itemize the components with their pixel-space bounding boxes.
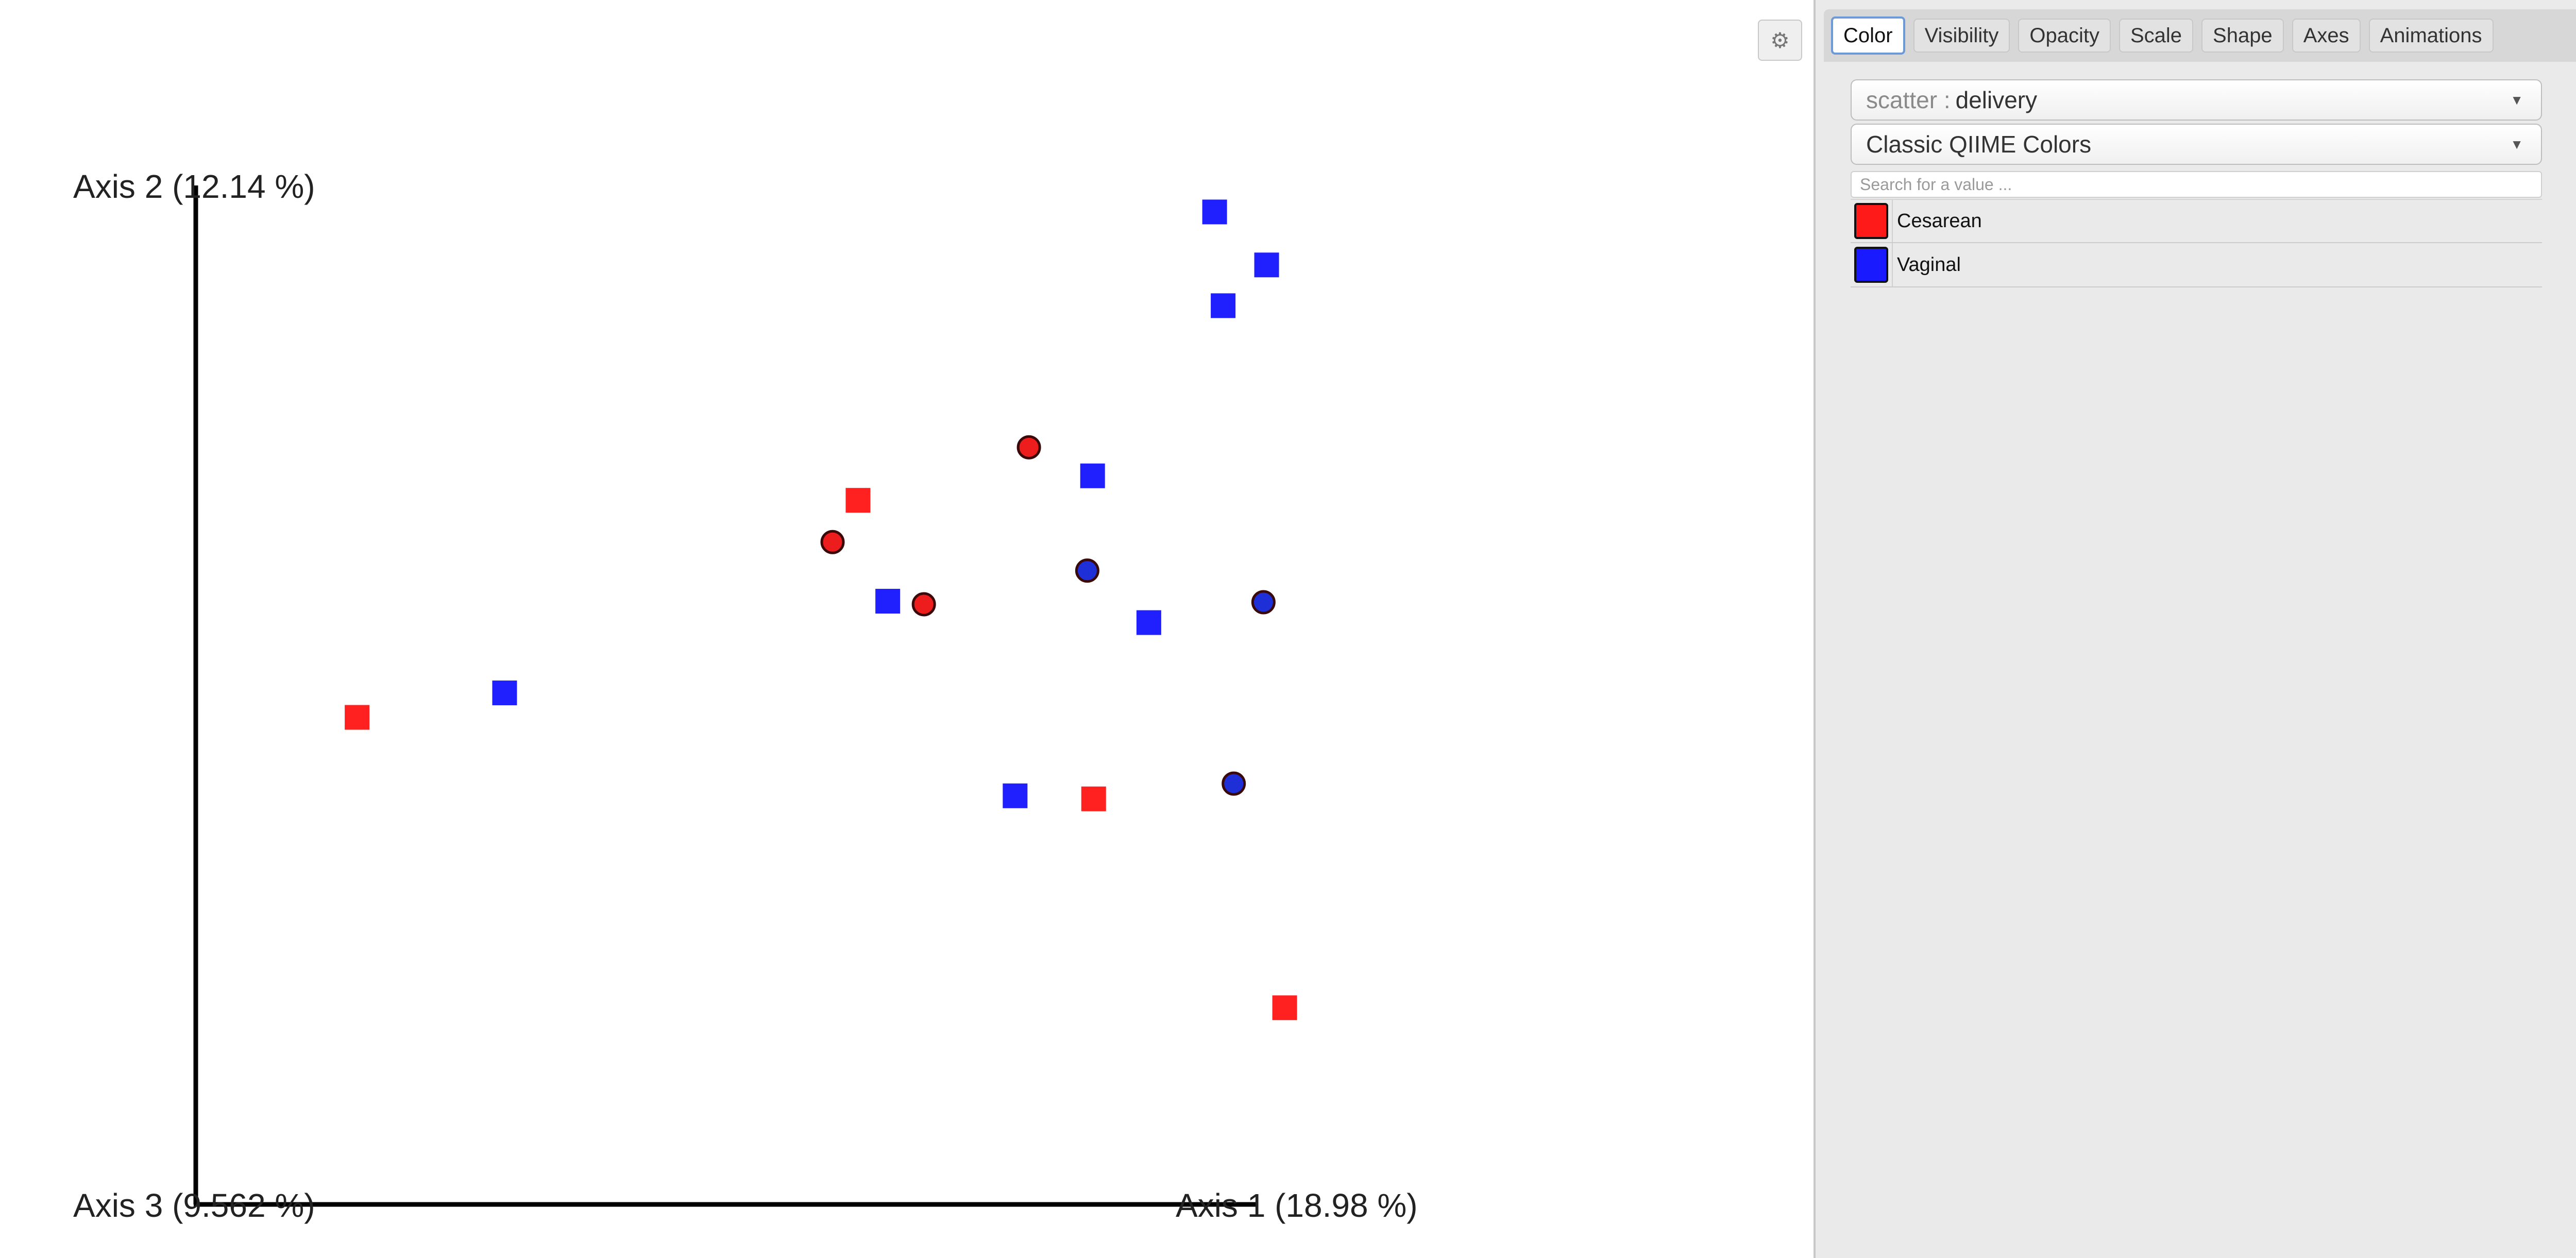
legend-label: Vaginal [1897, 253, 1961, 276]
tab-visibility[interactable]: Visibility [1913, 19, 2010, 53]
chevron-down-icon: ▼ [2510, 92, 2523, 108]
sample-point-2[interactable] [492, 681, 517, 706]
sample-point-7[interactable] [845, 488, 871, 513]
legend-label: Cesarean [1897, 210, 1982, 232]
tab-animations[interactable]: Animations [2368, 19, 2494, 53]
axis-3-label: Axis 3 (9.562 %) [73, 1187, 315, 1224]
chevron-down-icon: ▼ [2510, 136, 2523, 152]
sample-point-9[interactable] [1081, 786, 1106, 811]
axis-1-label: Axis 1 (18.98 %) [1176, 1187, 1418, 1224]
points-layer [345, 199, 1297, 1021]
tab-bar: Color Visibility Opacity Scale Shape Axe… [1824, 9, 2576, 62]
axis-2-label: Axis 2 (12.14 %) [73, 168, 315, 205]
sample-point-17[interactable] [1251, 590, 1276, 615]
category-select[interactable]: scatter : delivery ▼ [1851, 79, 2542, 121]
sample-point-6[interactable] [875, 589, 901, 614]
search-input[interactable] [1851, 171, 2542, 198]
colormap-select[interactable]: Classic QIIME Colors ▼ [1851, 124, 2542, 165]
category-value: delivery [1955, 87, 2038, 113]
sample-point-10[interactable] [1003, 783, 1028, 808]
tab-axes[interactable]: Axes [2292, 19, 2361, 53]
sample-point-4[interactable] [1254, 252, 1279, 278]
category-prefix: scatter : [1866, 87, 1951, 113]
sample-point-12[interactable] [1272, 995, 1297, 1021]
sample-point-8[interactable] [1080, 463, 1105, 488]
tab-shape[interactable]: Shape [2201, 19, 2284, 53]
color-swatch-cesarean[interactable] [1854, 203, 1888, 239]
side-panel: Color Visibility Opacity Scale Shape Axe… [1814, 0, 2576, 1258]
scatter-plot-area[interactable]: Axis 2 (12.14 %) Axis 3 (9.562 %) Axis 1… [0, 0, 1814, 1258]
scatter-plot[interactable]: Axis 2 (12.14 %) Axis 3 (9.562 %) Axis 1… [0, 0, 1814, 1258]
sample-point-18[interactable] [1222, 771, 1246, 796]
sample-point-11[interactable] [1136, 610, 1161, 635]
sample-point-3[interactable] [1202, 199, 1227, 225]
tab-scale[interactable]: Scale [2119, 19, 2194, 53]
color-swatch-vaginal[interactable] [1854, 247, 1888, 283]
swatch-cell [1851, 200, 1893, 242]
tab-color[interactable]: Color [1831, 16, 1905, 55]
tab-opacity[interactable]: Opacity [2018, 19, 2111, 53]
swatch-cell [1851, 243, 1893, 286]
sample-point-13[interactable] [1016, 435, 1041, 460]
sample-point-1[interactable] [345, 705, 370, 730]
sample-point-5[interactable] [1211, 293, 1236, 318]
settings-button[interactable]: ⚙ [1758, 20, 1802, 61]
color-legend: Cesarean Vaginal [1851, 199, 2542, 287]
legend-row-cesarean: Cesarean [1851, 199, 2542, 243]
sample-point-15[interactable] [911, 592, 936, 617]
colormap-value: Classic QIIME Colors [1866, 131, 2092, 158]
sample-point-14[interactable] [820, 530, 845, 554]
sample-point-16[interactable] [1075, 558, 1099, 583]
legend-row-vaginal: Vaginal [1851, 243, 2542, 287]
gear-icon: ⚙ [1770, 27, 1790, 53]
